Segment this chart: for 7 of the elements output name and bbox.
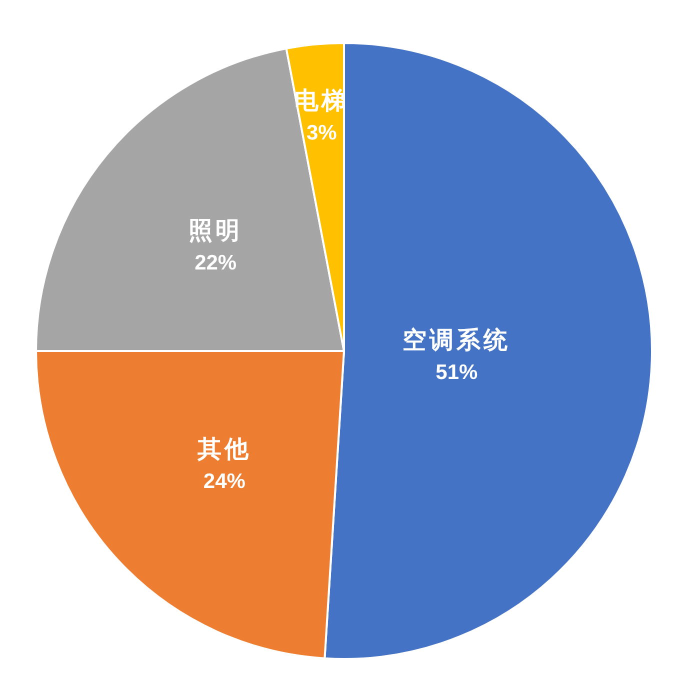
slice-label: 空调系统 (402, 327, 511, 354)
data-label: 3% (306, 121, 338, 144)
data-label: 24% (203, 470, 246, 493)
data-label: 22% (194, 251, 237, 274)
slice-label: 照明 (188, 217, 243, 244)
slice-label: 其他 (196, 436, 252, 463)
data-label: 51% (436, 361, 478, 384)
